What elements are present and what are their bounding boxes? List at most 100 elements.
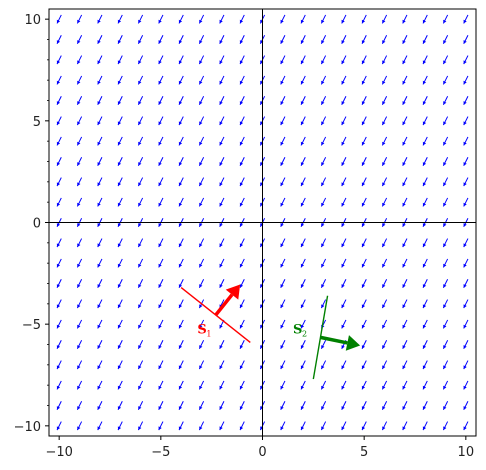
field-arrow-head [382, 284, 386, 288]
field-arrow-head [422, 141, 427, 146]
field-arrow [442, 421, 449, 431]
field-arrow-head [138, 40, 142, 44]
field-arrow-head [260, 243, 264, 248]
field-arrow-head [97, 60, 101, 65]
field-arrow-head [300, 426, 305, 431]
field-arrow-head [138, 304, 142, 309]
field-arrow-head [56, 223, 61, 227]
field-arrow [178, 258, 184, 268]
field-arrow [137, 238, 144, 248]
field-arrow-head [219, 426, 223, 431]
field-arrow [422, 319, 428, 329]
field-arrow-head [402, 162, 406, 166]
field-arrow-head [158, 60, 162, 65]
field-arrow-head [239, 385, 244, 390]
field-arrow-head [422, 101, 427, 105]
field-arrow-head [138, 324, 142, 329]
field-arrow [219, 177, 225, 187]
field-arrow [117, 299, 123, 309]
field-arrow-head [199, 19, 203, 24]
field-arrow [76, 35, 83, 44]
field-arrow-head [199, 182, 203, 187]
field-arrow [341, 258, 347, 268]
field-arrow-head [321, 101, 325, 105]
field-arrow-head [260, 202, 264, 207]
field-arrow [97, 340, 103, 349]
field-arrow [198, 258, 205, 268]
field-arrow-head [77, 304, 81, 309]
field-arrow [280, 238, 286, 248]
field-arrow-head [199, 162, 203, 166]
field-arrow [300, 258, 306, 268]
field-arrow [422, 177, 428, 187]
field-arrow-head [260, 101, 264, 105]
field-arrow-head [260, 182, 264, 187]
normal-arrow-head [225, 284, 241, 300]
field-arrow-head [361, 284, 366, 288]
field-arrow [76, 75, 83, 85]
field-arrow-head [463, 243, 467, 248]
field-arrow [76, 380, 83, 390]
field-arrow [320, 258, 327, 268]
field-arrow-head [443, 223, 447, 227]
field-arrow-head [382, 182, 386, 187]
field-arrow-head [300, 406, 305, 410]
field-arrow [442, 258, 449, 268]
field-arrow [158, 96, 164, 105]
field-arrow [56, 35, 62, 44]
field-arrow [76, 258, 83, 268]
field-arrow-head [219, 162, 223, 166]
field-arrow [178, 380, 184, 390]
field-arrow-head [219, 19, 223, 24]
field-arrow-head [361, 40, 366, 44]
field-arrow [117, 177, 123, 187]
field-arrow [239, 96, 245, 105]
field-arrow-head [117, 426, 122, 431]
field-arrow [219, 14, 225, 24]
field-arrow-head [56, 406, 61, 410]
y-tick-label: 0 [33, 217, 41, 232]
x-tick-label: −10 [45, 445, 72, 460]
field-arrow-head [321, 80, 325, 85]
field-arrow-head [341, 101, 345, 105]
field-arrow [117, 35, 123, 44]
field-arrow-head [443, 304, 447, 309]
field-arrow-head [97, 385, 101, 390]
field-arrow-head [361, 304, 366, 309]
field-arrow-head [280, 80, 284, 85]
field-arrow-head [402, 202, 406, 207]
field-arrow [56, 136, 62, 146]
field-arrow-head [382, 101, 386, 105]
field-arrow [422, 258, 428, 268]
field-arrow [137, 258, 144, 268]
field-arrow [178, 197, 184, 207]
field-arrow-head [280, 385, 284, 390]
x-tick-label: 10 [458, 445, 475, 460]
field-arrow [178, 299, 184, 309]
field-arrow [117, 55, 123, 65]
field-arrow-head [300, 324, 305, 329]
field-arrow [422, 421, 428, 431]
field-arrow [198, 157, 205, 166]
field-arrow [402, 421, 408, 431]
field-arrow-head [138, 182, 142, 187]
field-arrow-head [178, 40, 183, 44]
field-arrow-head [402, 304, 406, 309]
field-arrow-head [422, 284, 427, 288]
field-arrow-head [239, 223, 244, 227]
field-arrow-head [239, 365, 244, 370]
field-arrow-head [443, 202, 447, 207]
field-arrow [300, 157, 306, 166]
field-arrow-head [117, 385, 122, 390]
field-arrow-head [158, 426, 162, 431]
field-arrow-head [280, 345, 284, 349]
field-arrow-head [443, 19, 447, 24]
field-arrow [56, 279, 62, 288]
field-arrow [463, 319, 469, 329]
field-arrow [239, 35, 245, 44]
field-arrow-head [260, 80, 264, 85]
field-arrow-head [341, 19, 345, 24]
field-arrow-head [97, 263, 101, 268]
field-arrow [137, 136, 144, 146]
field-arrow [137, 157, 144, 166]
